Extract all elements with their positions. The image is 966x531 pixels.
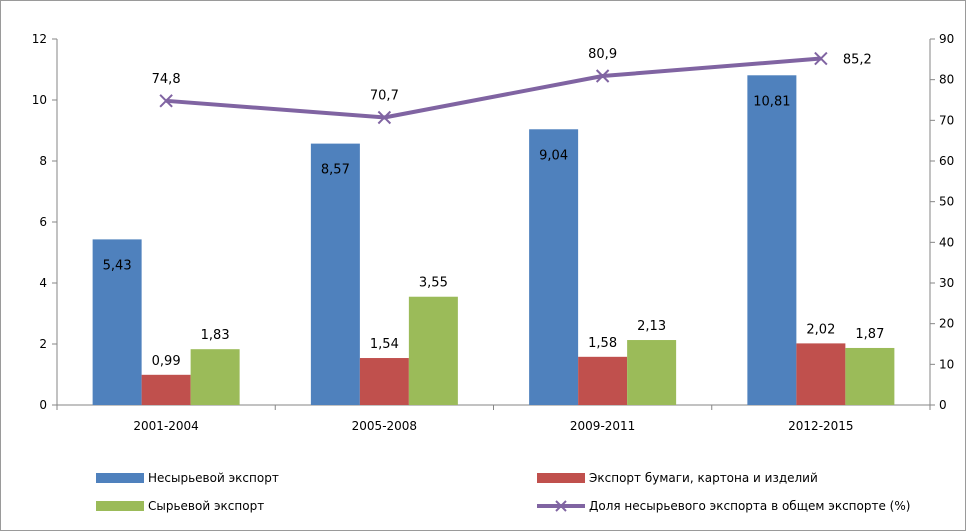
data-label: 2,02 xyxy=(806,322,835,337)
line-point-marker xyxy=(159,94,173,108)
y-left-tick-label: 12 xyxy=(32,32,47,46)
y-right-tick-label: 40 xyxy=(939,235,954,249)
y-right-tick-label: 10 xyxy=(939,357,954,371)
y-left-tick-label: 10 xyxy=(32,93,47,107)
bar xyxy=(578,356,628,405)
legend-swatch xyxy=(96,501,144,511)
line-point-marker xyxy=(595,69,610,83)
x-tick-label: 2001-2004 xyxy=(133,419,198,433)
y-left-tick-label: 0 xyxy=(39,398,47,412)
data-label: 10,81 xyxy=(753,94,790,109)
y-right-tick-label: 20 xyxy=(939,317,954,331)
y-right-tick-label: 0 xyxy=(939,398,947,412)
bar xyxy=(796,343,846,405)
data-label: 1,58 xyxy=(588,336,617,351)
legend-label: Доля несырьевого экспорта в общем экспор… xyxy=(589,499,910,513)
data-label: 1,87 xyxy=(855,327,884,342)
y-right-tick-label: 90 xyxy=(939,32,954,46)
data-label: 0,99 xyxy=(152,354,181,369)
y-left-tick-label: 8 xyxy=(39,154,47,168)
y-right-tick-label: 60 xyxy=(939,154,954,168)
data-label: 1,54 xyxy=(370,337,399,352)
legend-swatch xyxy=(537,473,585,483)
x-tick-label: 2009-2011 xyxy=(570,419,635,433)
x-tick-label: 2012-2015 xyxy=(788,419,853,433)
bar xyxy=(529,129,579,405)
line-data-label: 85,2 xyxy=(843,53,872,68)
y-right-tick-label: 70 xyxy=(939,113,954,127)
line-data-label: 80,9 xyxy=(588,47,617,62)
data-label: 3,55 xyxy=(419,276,448,291)
bar xyxy=(92,239,142,405)
line-point-marker xyxy=(377,110,392,125)
y-left-tick-label: 2 xyxy=(39,337,47,351)
line-data-label: 74,8 xyxy=(152,72,181,87)
bar xyxy=(408,296,458,405)
data-label: 8,57 xyxy=(321,163,350,178)
data-label: 2,13 xyxy=(637,319,666,334)
data-label: 9,04 xyxy=(539,148,568,163)
legend-swatch-marker xyxy=(555,500,567,512)
y-left-tick-label: 6 xyxy=(39,215,47,229)
bar xyxy=(747,75,797,406)
data-label: 1,83 xyxy=(201,328,230,343)
legend-label: Сырьевой экспорт xyxy=(148,499,264,513)
legend-swatch xyxy=(96,473,144,483)
series-line xyxy=(165,56,822,120)
y-right-tick-label: 30 xyxy=(939,276,954,290)
x-tick-label: 2005-2008 xyxy=(352,419,417,433)
data-label: 5,43 xyxy=(103,258,132,273)
bar xyxy=(310,143,360,406)
bar xyxy=(190,349,240,405)
bar xyxy=(627,340,677,405)
line-point-marker xyxy=(814,51,828,66)
line-data-label: 70,7 xyxy=(370,88,399,103)
y-left-tick-label: 4 xyxy=(39,276,47,290)
bar xyxy=(141,374,191,405)
y-right-tick-label: 50 xyxy=(939,195,954,209)
bar xyxy=(845,347,895,405)
legend-label: Экспорт бумаги, картона и изделий xyxy=(589,471,818,485)
y-right-tick-label: 80 xyxy=(939,73,954,87)
legend-label: Несырьевой экспорт xyxy=(148,471,279,485)
bar xyxy=(359,358,409,405)
